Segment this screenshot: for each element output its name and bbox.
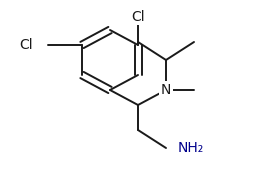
Text: N: N [161,83,171,97]
Text: NH₂: NH₂ [178,141,204,155]
Text: Cl: Cl [131,10,145,24]
Text: Cl: Cl [19,38,33,52]
